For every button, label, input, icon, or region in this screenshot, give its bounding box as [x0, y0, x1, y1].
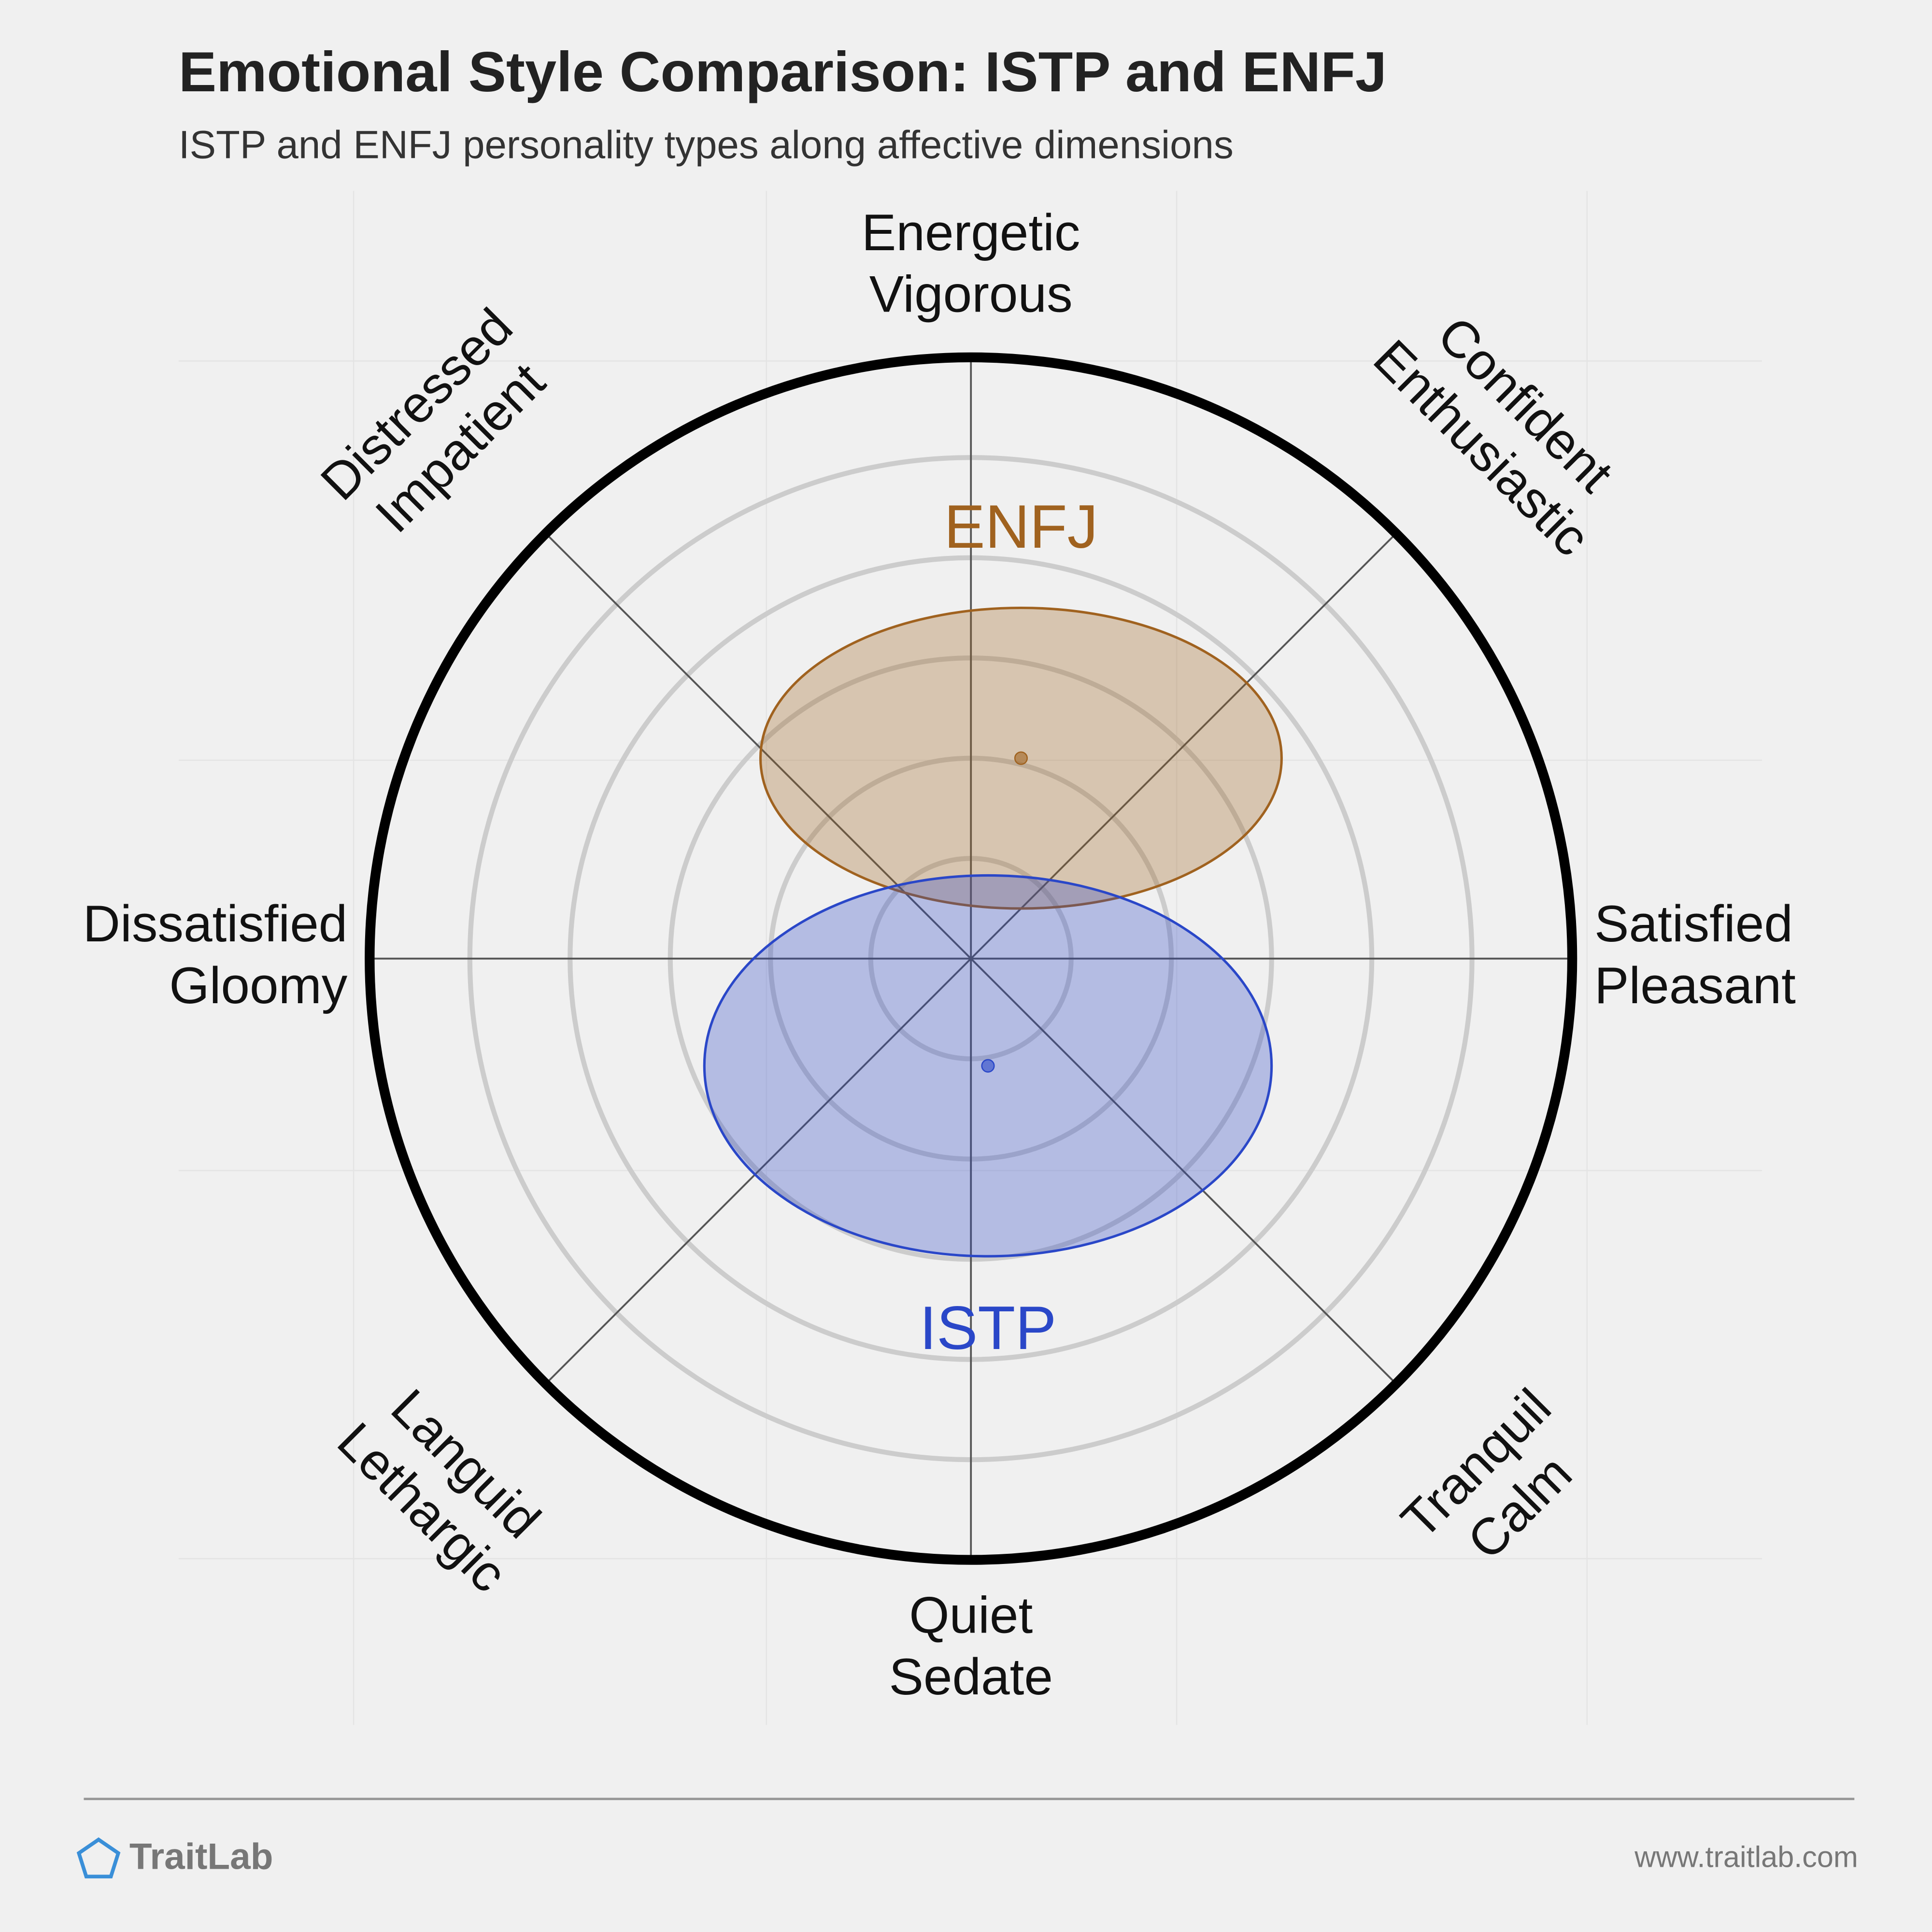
axis-label-line: Vigorous [869, 265, 1073, 323]
axis-label-line: Energetic [862, 203, 1080, 261]
series-label: ISTP [920, 1294, 1057, 1363]
chart-subtitle: ISTP and ENFJ personality types along af… [179, 123, 1234, 167]
outer-ring [365, 352, 1577, 1565]
plot: EnergeticVigorousConfidentEnthusiasticSa… [83, 203, 1796, 1705]
axis-label-line: Dissatisfied [83, 895, 348, 952]
url: www.traitlab.com [1634, 1841, 1858, 1874]
axis-label-line: Pleasant [1594, 956, 1796, 1014]
type-center [981, 1059, 995, 1073]
chart-title: Emotional Style Comparison: ISTP and ENF… [179, 40, 1387, 103]
axis-label-line: Gloomy [169, 956, 348, 1014]
brand: TraitLab [129, 1836, 273, 1877]
type-center [1014, 751, 1028, 765]
axis-label-line: Sedate [889, 1648, 1053, 1705]
series-label: ENFJ [944, 493, 1098, 561]
axis-spoke [545, 533, 1397, 1385]
logo [76, 1837, 121, 1879]
axis-label-line: Satisfied [1594, 895, 1793, 952]
axis-label-line: Quiet [909, 1586, 1033, 1644]
